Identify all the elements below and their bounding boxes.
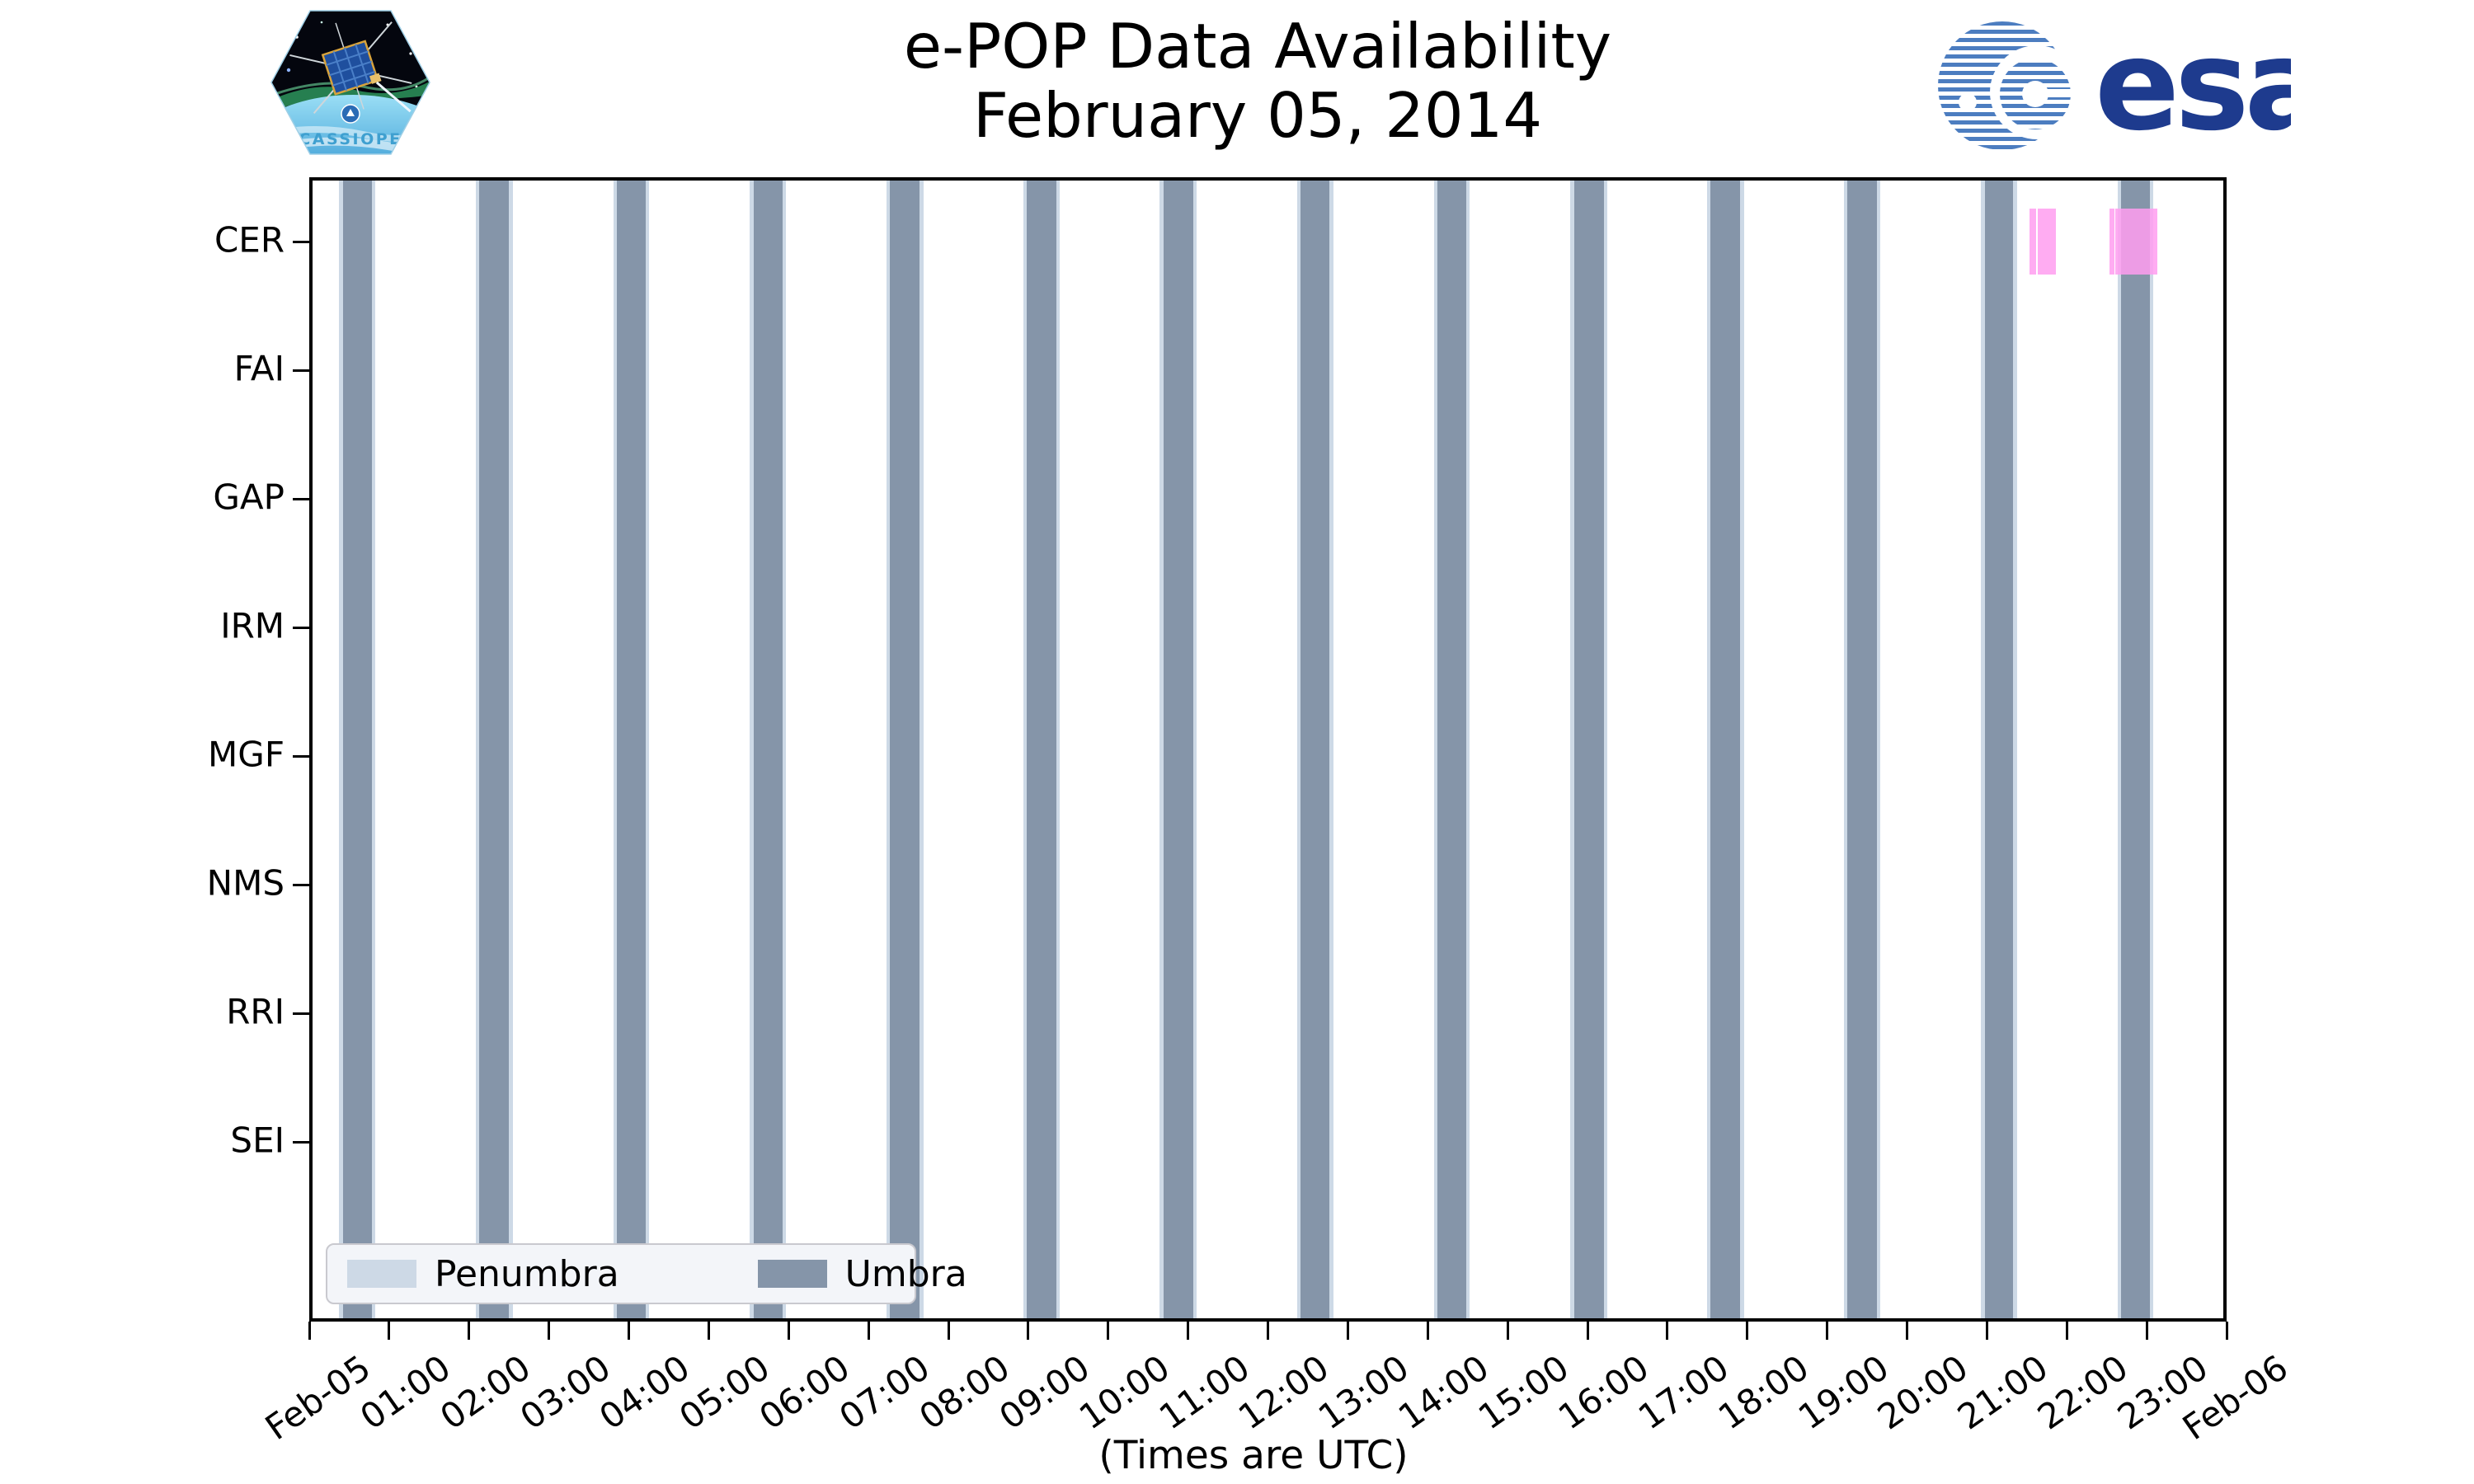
x-tick-label-4: 04:00 [592, 1347, 698, 1438]
y-tick-nms [293, 883, 309, 886]
legend-swatch-umbra [757, 1260, 827, 1288]
x-tick-9 [1027, 1322, 1030, 1340]
y-tick-rri [293, 1012, 309, 1015]
x-tick-11 [1187, 1322, 1190, 1340]
x-tick-6 [787, 1322, 790, 1340]
x-tick-18 [1746, 1322, 1749, 1340]
legend: Penumbra Umbra [326, 1243, 967, 1304]
x-tick-17 [1666, 1322, 1669, 1340]
chart-title: e-POP Data Availability [903, 10, 1612, 82]
x-tick-label-1: 01:00 [352, 1347, 458, 1438]
x-tick-label-22: 22:00 [2030, 1347, 2136, 1438]
umbra-bar [342, 181, 372, 1318]
x-tick-label-18: 18:00 [1710, 1347, 1816, 1438]
cassiope-patch-label: CASSIOPE [299, 130, 402, 148]
umbra-bar [753, 181, 783, 1318]
x-tick-16 [1586, 1322, 1589, 1340]
cer-availability-bar [2029, 209, 2036, 275]
y-tick-sei [293, 1140, 309, 1144]
umbra-bar [1437, 181, 1466, 1318]
x-tick-1 [388, 1322, 391, 1340]
legend-swatch-penumbra [347, 1260, 416, 1288]
x-tick-label-21: 21:00 [1950, 1347, 2056, 1438]
y-tick-cer [293, 240, 309, 243]
umbra-bar [1984, 181, 2014, 1318]
x-tick-label-19: 19:00 [1790, 1347, 1896, 1438]
cassiope-mission-patch-icon: CASSIOPE [264, 4, 437, 161]
x-tick-4 [628, 1322, 630, 1340]
x-tick-label-17: 17:00 [1630, 1347, 1736, 1438]
y-tick-mgf [293, 754, 309, 758]
chart-title-block: e-POP Data Availability February 05, 201… [763, 12, 1752, 150]
x-tick-21 [1985, 1322, 1988, 1340]
umbra-bar [1163, 181, 1193, 1318]
esa-logo-text: esa [2095, 20, 2291, 152]
y-tick-label-mgf: MGF [208, 734, 285, 775]
x-tick-label-16: 16:00 [1550, 1347, 1657, 1438]
bars-layer [313, 181, 2223, 1318]
y-tick-label-fai: FAI [233, 348, 285, 389]
cer-availability-bar [2115, 209, 2157, 275]
x-tick-label-12: 12:00 [1231, 1347, 1337, 1438]
x-tick-15 [1506, 1322, 1509, 1340]
x-tick-5 [707, 1322, 710, 1340]
y-tick-gap [293, 497, 309, 500]
x-tick-7 [867, 1322, 870, 1340]
legend-label-umbra: Umbra [844, 1252, 967, 1295]
legend-label-penumbra: Penumbra [435, 1252, 619, 1295]
x-tick-3 [548, 1322, 551, 1340]
x-tick-14 [1426, 1322, 1429, 1340]
umbra-bar [1573, 181, 1604, 1318]
umbra-bar [1027, 181, 1056, 1318]
umbra-bar [479, 181, 510, 1318]
y-tick-label-irm: IRM [220, 605, 285, 646]
x-tick-label-14: 14:00 [1391, 1347, 1497, 1438]
umbra-bar [617, 181, 646, 1318]
umbra-bar [1846, 181, 1877, 1318]
x-tick-22 [2065, 1322, 2068, 1340]
x-tick-label-15: 15:00 [1470, 1347, 1577, 1438]
x-tick-label-3: 03:00 [512, 1347, 618, 1438]
x-tick-8 [947, 1322, 950, 1340]
x-tick-10 [1107, 1322, 1110, 1340]
x-tick-label-13: 13:00 [1311, 1347, 1417, 1438]
x-tick-label-20: 20:00 [1870, 1347, 1976, 1438]
plot-area [309, 177, 2227, 1322]
x-tick-label-8: 08:00 [911, 1347, 1018, 1438]
x-tick-24 [2225, 1322, 2228, 1340]
x-tick-label-5: 05:00 [672, 1347, 778, 1438]
y-tick-label-gap: GAP [213, 477, 285, 518]
x-tick-label-6: 06:00 [752, 1347, 858, 1438]
umbra-bar [1710, 181, 1741, 1318]
x-tick-label-7: 07:00 [831, 1347, 938, 1438]
x-tick-label-0: Feb-05 [257, 1347, 379, 1449]
y-tick-irm [293, 626, 309, 629]
x-tick-2 [468, 1322, 471, 1340]
x-tick-20 [1906, 1322, 1908, 1340]
x-tick-0 [308, 1322, 311, 1340]
x-tick-12 [1267, 1322, 1269, 1340]
y-tick-label-rri: RRI [226, 991, 285, 1032]
x-tick-19 [1826, 1322, 1829, 1340]
cer-availability-bar [2109, 209, 2114, 275]
x-tick-13 [1346, 1322, 1349, 1340]
x-tick-label-2: 02:00 [432, 1347, 538, 1438]
y-tick-label-sei: SEI [230, 1120, 285, 1161]
x-tick-label-11: 11:00 [1151, 1347, 1257, 1438]
cer-availability-bar [2037, 209, 2056, 275]
chart-subtitle: February 05, 2014 [972, 79, 1543, 152]
umbra-bar [1300, 181, 1330, 1318]
umbra-bar [890, 181, 920, 1318]
esa-logo-icon: esa [1938, 20, 2291, 152]
x-axis-caption: (Times are UTC) [1098, 1433, 1409, 1478]
x-tick-23 [2145, 1322, 2148, 1340]
y-tick-fai [293, 369, 309, 372]
x-tick-label-9: 09:00 [991, 1347, 1097, 1438]
y-tick-label-nms: NMS [206, 862, 285, 904]
y-tick-label-cer: CER [214, 219, 285, 261]
x-tick-label-10: 10:00 [1071, 1347, 1177, 1438]
umbra-bar [2121, 181, 2151, 1318]
